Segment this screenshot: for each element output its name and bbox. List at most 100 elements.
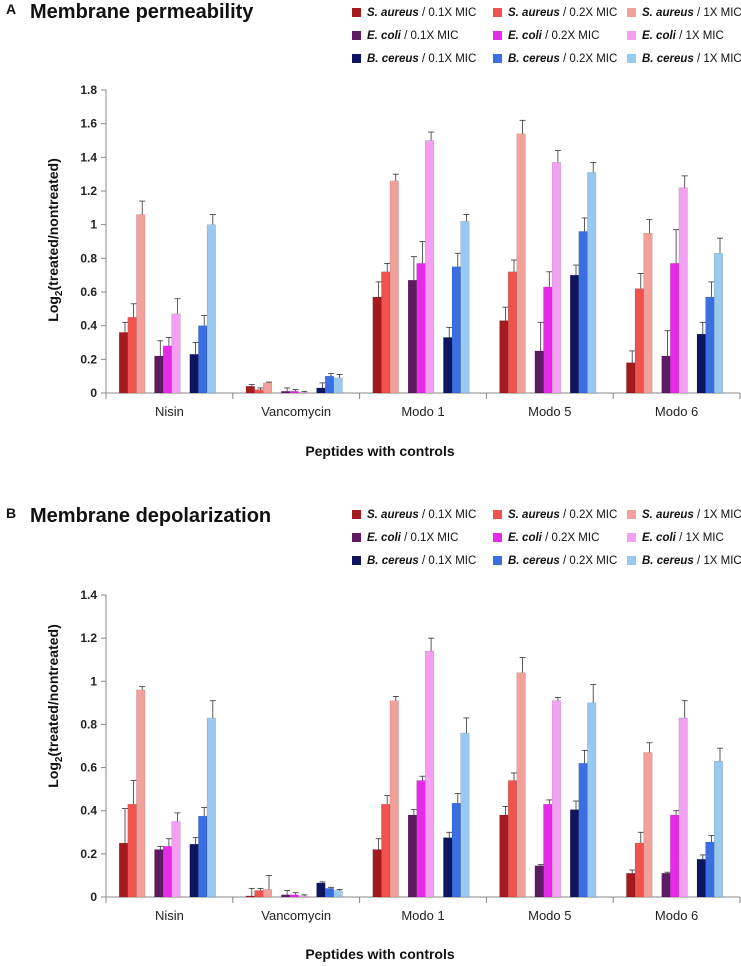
panel-a-bar — [696, 333, 706, 394]
panel-b-legend-dose-4: / 0.2X MIC — [542, 532, 600, 544]
panel-b-legend-organism-7: B. cereus — [508, 555, 560, 567]
panel-b-bar — [661, 873, 671, 898]
panel-a-legend-organism-0: S. aureus — [367, 7, 419, 19]
panel-a-y-axis-title-sub: 2 — [54, 290, 65, 296]
panel-b-legend-swatch-0 — [352, 510, 361, 519]
panel-b-legend-organism-8: B. cereus — [642, 555, 694, 567]
panel-a-legend-organism-4: E. coli — [508, 30, 543, 42]
panel-b-y-tick-label: 0.2 — [80, 847, 97, 861]
panel-a-legend-dose-8: / 1X MIC — [694, 53, 741, 65]
panel-b-legend-dose-6: / 0.1X MIC — [419, 555, 477, 567]
panel-b-bar — [678, 717, 688, 898]
panel-b-bar — [381, 804, 391, 898]
panel-a-bar — [407, 280, 417, 394]
panel-a-legend-label-0: S. aureus / 0.1X MIC — [367, 7, 476, 19]
panel-b-x-axis-title: Peptides with controls — [305, 946, 455, 962]
panel-b-legend-dose-1: / 0.2X MIC — [560, 509, 618, 521]
panel-a-legend-dose-2: / 1X MIC — [694, 7, 741, 19]
panel-b-legend-label-3: E. coli / 0.1X MIC — [367, 532, 458, 544]
panel-b-bar — [206, 717, 216, 898]
panel-a-legend-organism-2: S. aureus — [642, 7, 694, 19]
panel-a-bar — [325, 375, 335, 394]
panel-b-y-tick-label: 0.6 — [80, 761, 97, 775]
panel-b-bar — [534, 865, 544, 898]
panel-b-bar — [298, 895, 308, 898]
panel-a-legend-swatch-2 — [627, 8, 636, 17]
panel-a-legend-swatch-5 — [627, 31, 636, 40]
panel-a-legend-dose-3: / 0.1X MIC — [401, 30, 459, 42]
panel-a-bar — [189, 354, 199, 394]
panel-a-bar — [333, 377, 343, 394]
panel-b-y-tick-label: 1.4 — [80, 588, 97, 602]
panel-b-legend-organism-1: S. aureus — [508, 509, 560, 521]
panel-a-legend-dose-1: / 0.2X MIC — [560, 7, 618, 19]
panel-b-bar — [407, 814, 417, 898]
panel-b-legend-label-7: B. cereus / 0.2X MIC — [508, 555, 617, 567]
panel-b-y-tick-label: 0.8 — [80, 717, 97, 731]
panel-b-y-tick-label: 0 — [90, 890, 97, 904]
panel-b-bar — [416, 780, 426, 898]
panel-b-legend-organism-0: S. aureus — [367, 509, 419, 521]
panel-b-bar — [451, 802, 461, 898]
panel-a-bar — [416, 263, 426, 394]
panel-b-legend-organism-2: S. aureus — [642, 509, 694, 521]
panel-a-legend-organism-6: B. cereus — [367, 53, 419, 65]
panel-a-bar — [587, 172, 597, 394]
panel-a-legend-dose-6: / 0.1X MIC — [419, 53, 477, 65]
panel-b-bar — [543, 804, 553, 898]
panel-a-bar — [661, 355, 671, 394]
panel-b-bar — [587, 702, 597, 898]
panel-a-category-label: Modo 5 — [528, 404, 571, 419]
panel-a-legend-swatch-7 — [493, 54, 502, 63]
panel-a-category-label: Modo 6 — [655, 404, 698, 419]
panel-a-legend-organism-7: B. cereus — [508, 53, 560, 65]
panel-b-bar — [198, 815, 208, 898]
panel-a-bar — [281, 391, 291, 394]
panel-a-x-axis-title: Peptides with controls — [305, 443, 455, 459]
panel-a-y-axis-title-main: Log — [45, 296, 61, 322]
panel-b-bar — [705, 841, 715, 898]
panel-a-bar — [254, 389, 264, 394]
panel-a-legend-organism-8: B. cereus — [642, 53, 694, 65]
panel-b-legend-swatch-2 — [627, 510, 636, 519]
panel-a-bar — [508, 271, 518, 394]
panel-b-legend-dose-8: / 1X MIC — [694, 555, 741, 567]
panel-a-bar — [425, 140, 435, 394]
panel-a-bar — [670, 263, 680, 394]
panel-b-y-tick-label: 1 — [90, 674, 97, 688]
panel-b-bar — [714, 760, 724, 898]
panel-a-bar — [570, 274, 580, 394]
panel-a-legend-label-5: E. coli / 1X MIC — [642, 30, 724, 42]
panel-a-bar — [578, 231, 588, 394]
panel-a-bar — [245, 386, 255, 394]
panel-b-category-label: Modo 6 — [655, 908, 698, 923]
panel-a-legend-label-8: B. cereus / 1X MIC — [642, 53, 741, 65]
panel-b-bar — [254, 890, 264, 898]
panel-a-category-label: Nisin — [155, 404, 184, 419]
panel-a-legend-label-7: B. cereus / 0.2X MIC — [508, 53, 617, 65]
panel-b-legend-swatch-4 — [493, 533, 502, 542]
panel-a-title: Membrane permeability — [30, 1, 254, 23]
panel-a-y-axis-title-rest: (treated/nontreated) — [45, 158, 61, 290]
panel-b-bar — [670, 814, 680, 898]
panel-a-legend-dose-5: / 1X MIC — [676, 30, 724, 42]
panel-a-y-tick-label: 0.4 — [80, 319, 97, 333]
panel-a-legend-label-1: S. aureus / 0.2X MIC — [508, 7, 617, 19]
panel-a-bar — [543, 286, 553, 394]
panel-b-bar — [425, 650, 435, 898]
panel-a-y-tick-label: 1.6 — [80, 117, 97, 131]
panel-b-y-axis-title: Log2(treated/nontreated) — [45, 624, 65, 787]
panel-b-y-tick-label: 0.4 — [80, 804, 97, 818]
panel-a-bar — [551, 162, 561, 394]
panel-a-bar — [389, 180, 399, 394]
panel-b-bar — [263, 889, 273, 898]
panel-a-bar — [643, 232, 653, 394]
panel-b-legend-dose-0: / 0.1X MIC — [419, 509, 477, 521]
panel-b-legend-swatch-5 — [627, 533, 636, 542]
panel-a-bar — [381, 271, 391, 394]
panel-a-bar — [316, 387, 326, 394]
panel-b: B Membrane depolarization Peptides with … — [6, 505, 741, 962]
panel-b-legend-label-1: S. aureus / 0.2X MIC — [508, 509, 617, 521]
panel-a-y-tick-label: 1 — [90, 218, 97, 232]
panel-b-bar — [460, 732, 470, 898]
